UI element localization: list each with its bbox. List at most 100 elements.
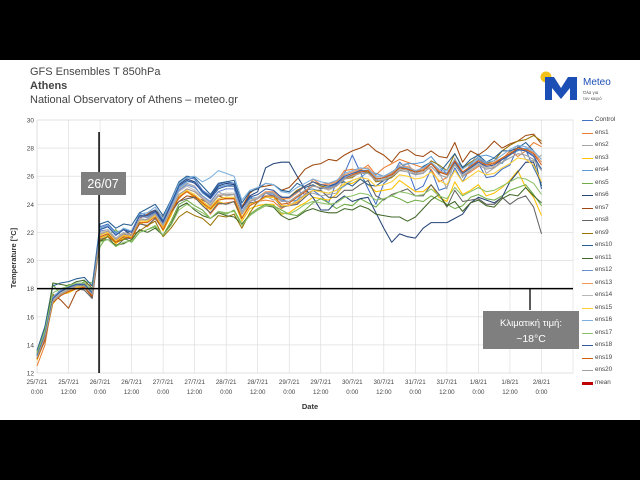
y-tick-label: 24 — [27, 202, 35, 209]
y-tick-label: 28 — [27, 146, 35, 153]
legend-swatch — [582, 245, 593, 247]
series-line-ens17 — [36, 177, 542, 354]
legend-label: ens15 — [595, 303, 613, 311]
legend-swatch — [582, 332, 593, 334]
x-tick-label-date: 25/7/21 — [27, 379, 48, 386]
legend-swatch — [582, 282, 593, 284]
legend-item-ens15: ens15 — [582, 303, 640, 316]
legend-label: ens17 — [595, 328, 613, 336]
legend-item-ens7: ens7 — [582, 203, 640, 216]
chart-panel: GFS Ensembles T 850hPa Athens National O… — [0, 60, 640, 420]
legend-label: ens2 — [595, 141, 609, 148]
legend-item-ens9: ens9 — [582, 228, 640, 241]
legend-swatch — [582, 307, 593, 309]
legend-item-ens18: ens18 — [582, 340, 640, 353]
y-tick-label: 14 — [27, 342, 35, 349]
date-callout-label: 26/07 — [87, 177, 118, 191]
legend-swatch — [582, 257, 593, 259]
chart-title: GFS Ensembles T 850hPa — [30, 66, 161, 78]
legend-item-ens4: ens4 — [582, 165, 640, 178]
x-tick-label-date: 28/7/21 — [216, 379, 237, 386]
legend-label: ens9 — [595, 228, 609, 236]
legend-swatch — [582, 370, 593, 372]
x-tick-label-date: 30/7/21 — [373, 379, 394, 386]
y-tick-label: 18 — [27, 286, 35, 293]
series-line-ens16 — [36, 144, 542, 355]
date-callout: 26/07 — [81, 172, 126, 195]
x-tick-label-date: 26/7/21 — [121, 379, 142, 386]
legend-item-mean: mean — [582, 378, 640, 391]
series-line-ens19 — [36, 147, 542, 360]
series-lines — [36, 133, 543, 367]
x-tick-label-time: 0:00 — [220, 389, 233, 396]
legend-label: Control — [595, 116, 616, 123]
legend-label: ens4 — [595, 166, 609, 173]
legend-item-ens2: ens2 — [582, 140, 640, 153]
x-tick-label-date: 31/7/21 — [437, 379, 458, 386]
legend-label: ens14 — [595, 291, 613, 298]
legend-label: ens11 — [595, 253, 612, 261]
legend-label: ens5 — [595, 178, 609, 186]
x-tick-label-time: 12:00 — [61, 389, 77, 396]
x-tick-label-date: 31/7/21 — [405, 379, 426, 386]
x-tick-label-date: 29/7/21 — [279, 379, 300, 386]
legend-swatch — [582, 132, 593, 134]
meteo-logo: Meteo Όλα για τον καιρό — [540, 70, 635, 115]
legend-swatch — [582, 157, 593, 159]
x-tick-label-date: 29/7/21 — [310, 379, 331, 386]
series-line-ens10 — [36, 141, 543, 351]
legend-swatch — [582, 170, 593, 172]
x-tick-label-time: 12:00 — [124, 389, 140, 396]
legend-item-ens13: ens13 — [582, 278, 640, 291]
climate-callout-label-2: ~18°C — [516, 333, 546, 345]
source-title: National Observatory of Athens – meteo.g… — [30, 94, 238, 106]
legend-swatch — [582, 345, 593, 347]
legend-swatch — [582, 270, 593, 272]
legend-item-ens6: ens6 — [582, 190, 640, 203]
legend-item-ens14: ens14 — [582, 290, 640, 303]
legend-label: ens18 — [595, 341, 613, 348]
legend-swatch — [582, 320, 593, 322]
climate-callout-label-1: Κλιματική τιμή: — [500, 318, 562, 329]
x-tick-label-time: 12:00 — [376, 389, 392, 396]
legend-label: ens19 — [595, 353, 613, 361]
x-tick-label-time: 0:00 — [31, 389, 44, 396]
legend-label: ens1 — [595, 128, 609, 136]
legend-label: ens13 — [595, 278, 613, 286]
series-line-ens18 — [36, 148, 542, 357]
x-tick-label-time: 0:00 — [472, 389, 485, 396]
legend-swatch — [582, 220, 593, 222]
legend-label: ens8 — [595, 216, 609, 223]
x-tick-label-time: 0:00 — [346, 389, 359, 396]
legend-item-ens19: ens19 — [582, 353, 640, 366]
legend-item-Control: Control — [582, 115, 640, 128]
x-tick-label-date: 1/8/21 — [501, 379, 519, 386]
x-tick-label-date: 26/7/21 — [90, 379, 111, 386]
x-tick-label-date: 1/8/21 — [470, 379, 488, 386]
x-tick-label-date: 25/7/21 — [58, 379, 79, 386]
x-tick-label-date: 2/8/21 — [533, 379, 551, 386]
legend-item-ens12: ens12 — [582, 265, 640, 278]
x-tick-label-time: 0:00 — [94, 389, 107, 396]
legend-item-ens10: ens10 — [582, 240, 640, 253]
x-tick-label-time: 12:00 — [187, 389, 203, 396]
legend-swatch — [582, 195, 593, 197]
x-tick-label-time: 12:00 — [439, 389, 455, 396]
legend-item-ens5: ens5 — [582, 178, 640, 191]
x-tick-label-date: 27/7/21 — [153, 379, 174, 386]
y-tick-label: 26 — [27, 174, 35, 181]
x-tick-label-time: 12:00 — [502, 389, 518, 396]
legend-label: ens6 — [595, 191, 609, 198]
series-line-ens20 — [36, 153, 542, 358]
legend-item-ens17: ens17 — [582, 328, 640, 341]
series-line-ens15 — [36, 157, 542, 358]
y-axis-label: Temperature [°C] — [9, 227, 18, 288]
legend-label: ens3 — [595, 153, 609, 161]
x-axis-ticks: 25/7/21 0:00 25/7/21 12:00 26/7/21 0:00 26/7/2… — [27, 379, 551, 396]
legend-swatch — [582, 232, 593, 234]
legend-swatch — [582, 382, 593, 385]
legend-item-ens1: ens1 — [582, 128, 640, 141]
x-tick-label-date: 27/7/21 — [184, 379, 205, 386]
legend-item-ens20: ens20 — [582, 365, 640, 378]
